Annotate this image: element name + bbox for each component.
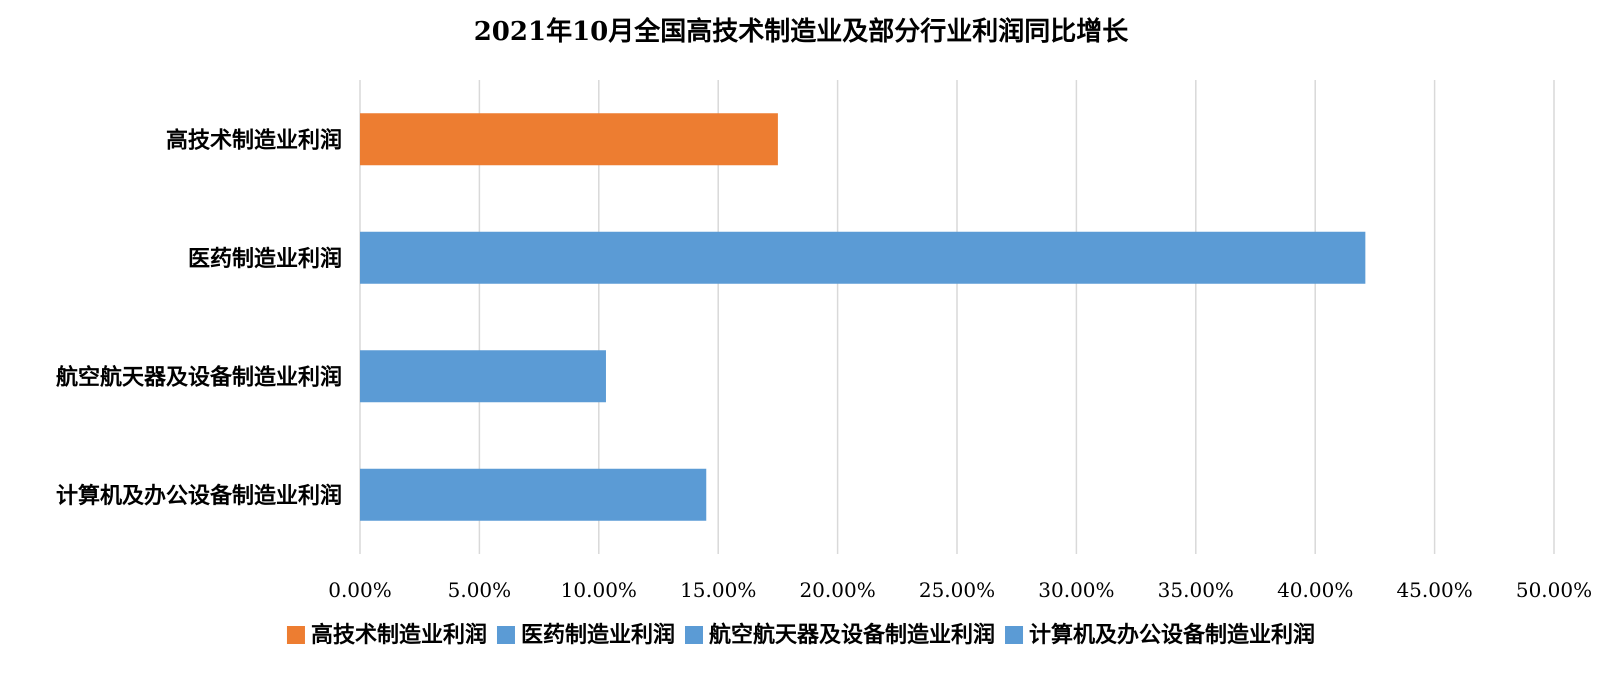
legend-item: 计算机及办公设备制造业利润 — [1005, 622, 1315, 648]
legend-item: 航空航天器及设备制造业利润 — [685, 622, 995, 648]
category-label: 医药制造业利润 — [188, 246, 342, 272]
chart-title: 2021年10月全国高技术制造业及部分行业利润同比增长 — [474, 16, 1130, 47]
legend-label: 航空航天器及设备制造业利润 — [709, 622, 995, 648]
bar — [360, 350, 606, 403]
x-tick-label: 30.00% — [1038, 578, 1114, 602]
category-labels: 高技术制造业利润医药制造业利润航空航天器及设备制造业利润计算机及办公设备制造业利… — [56, 127, 342, 509]
x-tick-label: 0.00% — [328, 578, 392, 602]
bars — [360, 113, 1366, 521]
x-tick-label: 15.00% — [680, 578, 756, 602]
legend-item: 高技术制造业利润 — [286, 622, 487, 648]
legend-label: 高技术制造业利润 — [311, 622, 487, 648]
legend-swatch — [286, 626, 305, 644]
x-tick-label: 25.00% — [919, 578, 995, 602]
legend-swatch — [685, 626, 703, 644]
bar — [360, 113, 778, 166]
x-tick-label: 5.00% — [448, 578, 512, 602]
legend-item: 医药制造业利润 — [496, 622, 675, 648]
category-label: 航空航天器及设备制造业利润 — [56, 364, 342, 390]
category-label: 高技术制造业利润 — [166, 127, 342, 153]
bar — [360, 231, 1366, 284]
x-tick-label: 20.00% — [799, 578, 875, 602]
x-tick-label: 50.00% — [1516, 578, 1592, 602]
legend-swatch — [1005, 626, 1024, 644]
category-label: 计算机及办公设备制造业利润 — [56, 483, 342, 509]
x-tick-label: 40.00% — [1277, 578, 1353, 602]
x-tick-label: 35.00% — [1158, 578, 1234, 602]
x-axis-ticks: 0.00% 5.00% 10.00% 15.00% 20.00% 25.00% 30.00%… — [328, 578, 1592, 602]
legend-label: 医药制造业利润 — [521, 622, 675, 648]
legend: 高技术制造业利润 医药制造业利润 航空航天器及设备制造业利润 计算机及办公设备制造业利… — [286, 622, 1315, 648]
bar — [360, 468, 707, 521]
x-tick-label: 45.00% — [1396, 578, 1472, 602]
x-tick-label: 10.00% — [561, 578, 637, 602]
legend-swatch — [496, 626, 515, 644]
legend-label: 计算机及办公设备制造业利润 — [1029, 622, 1315, 648]
